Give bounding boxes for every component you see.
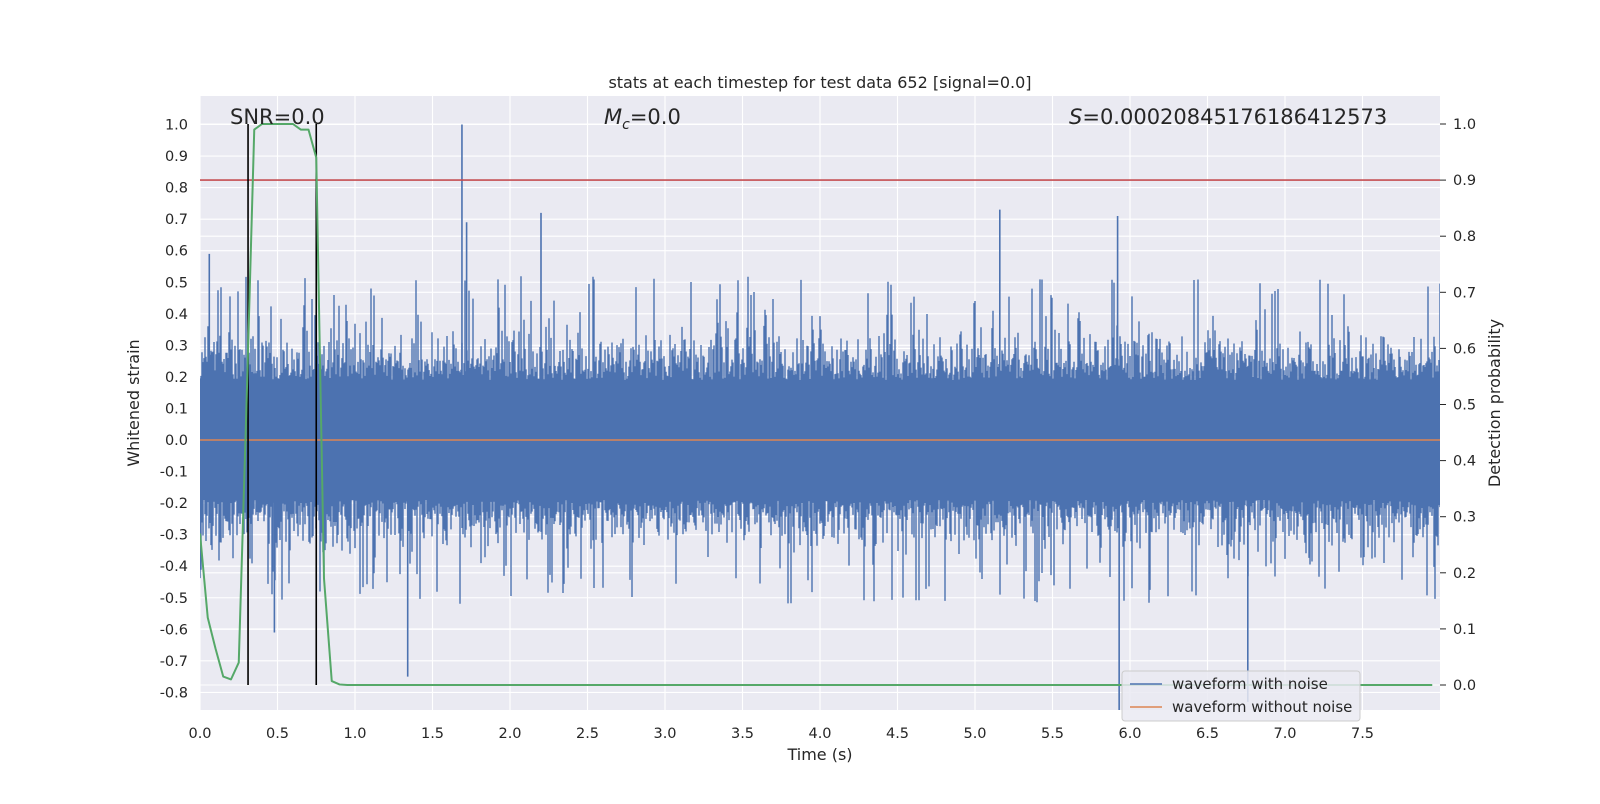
data-layer <box>200 123 1440 710</box>
x-tick-label: 3.5 <box>731 726 754 742</box>
x-tick-label: 6.5 <box>1196 726 1219 742</box>
y-tick-label: -0.8 <box>160 685 188 701</box>
y2-tick-label: 0.4 <box>1453 454 1476 470</box>
y-tick-label: -0.3 <box>160 528 188 544</box>
y2-tick-label: 0.5 <box>1453 398 1476 414</box>
s-annotation: S=0.00020845176186412573 <box>1069 105 1387 129</box>
x-tick-label: 1.5 <box>421 726 444 742</box>
y-tick-label: 0.4 <box>165 307 188 323</box>
snr-annotation: SNR=0.0 <box>230 105 325 129</box>
y-tick-label: 0.0 <box>165 433 188 449</box>
y2-tick-label: 0.9 <box>1453 173 1476 189</box>
y2-tick-label: 0.3 <box>1453 510 1476 526</box>
y2-tick-label: 0.6 <box>1453 341 1476 357</box>
legend-box <box>1121 670 1361 722</box>
x-tick-label: 0.0 <box>188 726 211 742</box>
y-tick-label: 0.9 <box>165 149 188 165</box>
x-axis-label: Time (s) <box>786 745 852 764</box>
x-tick-label: 5.0 <box>963 726 986 742</box>
x-tick-label: 6.0 <box>1118 726 1141 742</box>
legend-label-clean: waveform without noise <box>1172 698 1352 716</box>
y-tick-label: 0.1 <box>165 401 188 417</box>
s-symbol: S <box>1069 105 1082 129</box>
x-tick-label: 2.5 <box>576 726 599 742</box>
y-tick-label: 0.5 <box>165 275 188 291</box>
x-tick-label: 4.5 <box>886 726 909 742</box>
detection-probability-line <box>200 123 1433 686</box>
x-tick-label: 2.0 <box>498 726 521 742</box>
y-axis-ticks: 1.0 0.9 0.8 0.7 0.6 0.5 0.4 0.3 0.2 0.1 0.0 -0.1 -0.… <box>160 118 188 702</box>
waveform-with-noise-band <box>200 276 1440 604</box>
legend: waveform with noise waveform without noi… <box>1121 670 1361 722</box>
s-value: =0.00020845176186412573 <box>1082 105 1387 129</box>
x-tick-label: 0.5 <box>266 726 289 742</box>
y-tick-label: 1.0 <box>165 118 188 134</box>
y-tick-label: 0.6 <box>165 244 188 260</box>
y2-axis-ticks: 1.0 0.9 0.8 0.7 0.6 0.5 0.4 0.3 0.2 0.1 0.0 <box>1440 117 1476 694</box>
x-axis-ticks: 0.0 0.5 1.0 1.5 2.0 2.5 3.0 3.5 4.0 4.5 5.0 5.5 6.0 6… <box>188 726 1374 742</box>
y-axis-label: Whitened strain <box>124 339 143 466</box>
y-tick-label: -0.6 <box>160 622 188 638</box>
x-tick-label: 7.0 <box>1273 726 1296 742</box>
y-tick-label: 0.8 <box>165 181 188 197</box>
y-tick-label: 0.2 <box>165 370 188 386</box>
chart-title: stats at each timestep for test data 652… <box>608 73 1031 92</box>
y2-tick-label: 0.1 <box>1453 622 1476 638</box>
x-tick-label: 1.0 <box>343 726 366 742</box>
y2-axis-label: Detection probability <box>1485 319 1504 487</box>
y2-tick-label: 0.0 <box>1453 678 1476 694</box>
y2-tick-label: 0.2 <box>1453 566 1476 582</box>
x-tick-label: 5.5 <box>1041 726 1064 742</box>
y2-tick-label: 0.7 <box>1453 285 1476 301</box>
x-tick-label: 3.0 <box>653 726 676 742</box>
x-tick-label: 7.5 <box>1351 726 1374 742</box>
x-tick-label: 4.0 <box>808 726 831 742</box>
y-tick-label: 0.3 <box>165 338 188 354</box>
mc-subscript: c <box>622 117 630 133</box>
legend-label-noise: waveform with noise <box>1172 675 1328 693</box>
mc-symbol: M <box>604 105 622 129</box>
mc-value: =0.0 <box>630 105 681 129</box>
y-tick-label: -0.7 <box>160 654 188 670</box>
y-tick-label: -0.5 <box>160 591 188 607</box>
mc-annotation: Mc=0.0 <box>604 105 681 133</box>
y-tick-label: -0.2 <box>160 496 188 512</box>
y-tick-label: 0.7 <box>165 212 188 228</box>
y2-tick-label: 1.0 <box>1453 117 1476 133</box>
y2-tick-label: 0.8 <box>1453 229 1476 245</box>
y-tick-label: -0.4 <box>160 559 188 575</box>
y-tick-label: -0.1 <box>160 465 188 481</box>
